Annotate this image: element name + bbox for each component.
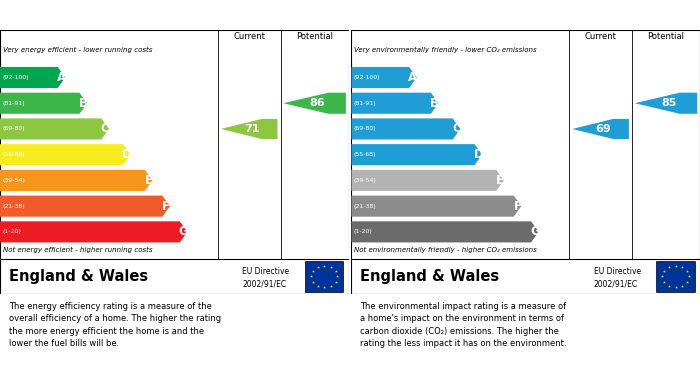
- Text: (55-68): (55-68): [354, 152, 377, 157]
- Polygon shape: [351, 170, 504, 191]
- Text: The energy efficiency rating is a measure of the
overall efficiency of a home. T: The energy efficiency rating is a measur…: [8, 302, 220, 348]
- Text: (92-100): (92-100): [2, 75, 29, 80]
- Text: EU Directive: EU Directive: [594, 267, 641, 276]
- Text: A: A: [408, 71, 417, 84]
- Text: G: G: [178, 225, 188, 239]
- Text: (39-54): (39-54): [354, 178, 377, 183]
- Text: (81-91): (81-91): [2, 101, 25, 106]
- Text: Potential: Potential: [648, 32, 685, 41]
- Text: Environmental Impact (CO₂) Rating: Environmental Impact (CO₂) Rating: [360, 9, 606, 22]
- Text: G: G: [530, 225, 540, 239]
- Text: (1-20): (1-20): [2, 230, 21, 234]
- Text: 69: 69: [595, 124, 611, 134]
- Text: Not environmentally friendly - higher CO₂ emissions: Not environmentally friendly - higher CO…: [354, 247, 537, 253]
- Text: B: B: [430, 97, 439, 110]
- Text: Current: Current: [233, 32, 265, 41]
- Text: (69-80): (69-80): [354, 126, 377, 131]
- Text: 86: 86: [309, 98, 325, 108]
- Polygon shape: [0, 118, 109, 140]
- Text: C: C: [101, 122, 109, 135]
- Text: F: F: [514, 200, 522, 213]
- Text: Very energy efficient - lower running costs: Very energy efficient - lower running co…: [3, 47, 152, 53]
- Text: F: F: [162, 200, 170, 213]
- Text: (1-20): (1-20): [354, 230, 372, 234]
- Text: D: D: [473, 148, 483, 161]
- Text: 2002/91/EC: 2002/91/EC: [594, 280, 638, 289]
- Polygon shape: [0, 170, 153, 191]
- Text: Not energy efficient - higher running costs: Not energy efficient - higher running co…: [3, 247, 153, 253]
- Polygon shape: [284, 93, 346, 114]
- Text: EU Directive: EU Directive: [242, 267, 289, 276]
- Text: (92-100): (92-100): [354, 75, 381, 80]
- Text: C: C: [452, 122, 461, 135]
- FancyBboxPatch shape: [657, 261, 695, 292]
- Polygon shape: [0, 144, 131, 165]
- Polygon shape: [221, 119, 277, 139]
- Text: (39-54): (39-54): [2, 178, 25, 183]
- FancyBboxPatch shape: [305, 261, 344, 292]
- Text: Current: Current: [584, 32, 617, 41]
- Polygon shape: [0, 221, 188, 242]
- Polygon shape: [0, 196, 170, 217]
- Polygon shape: [351, 118, 461, 140]
- Text: D: D: [122, 148, 132, 161]
- Polygon shape: [351, 196, 522, 217]
- Text: B: B: [79, 97, 88, 110]
- Polygon shape: [351, 144, 482, 165]
- Text: E: E: [145, 174, 153, 187]
- Text: England & Wales: England & Wales: [360, 269, 499, 284]
- Text: A: A: [57, 71, 66, 84]
- Text: 71: 71: [244, 124, 260, 134]
- Polygon shape: [573, 119, 629, 139]
- Text: (55-68): (55-68): [2, 152, 25, 157]
- Polygon shape: [351, 93, 438, 114]
- Text: (21-38): (21-38): [354, 204, 377, 209]
- Polygon shape: [635, 93, 697, 114]
- Text: (21-38): (21-38): [2, 204, 25, 209]
- Text: Energy Efficiency Rating: Energy Efficiency Rating: [8, 9, 181, 22]
- Text: 2002/91/EC: 2002/91/EC: [242, 280, 286, 289]
- Text: The environmental impact rating is a measure of
a home's impact on the environme: The environmental impact rating is a mea…: [360, 302, 566, 348]
- Text: (69-80): (69-80): [2, 126, 25, 131]
- Text: Very environmentally friendly - lower CO₂ emissions: Very environmentally friendly - lower CO…: [354, 47, 537, 53]
- Polygon shape: [351, 221, 539, 242]
- Text: 85: 85: [661, 98, 676, 108]
- Polygon shape: [0, 67, 65, 88]
- Text: (81-91): (81-91): [354, 101, 377, 106]
- Text: E: E: [496, 174, 504, 187]
- Polygon shape: [0, 93, 88, 114]
- Text: Potential: Potential: [296, 32, 333, 41]
- Polygon shape: [351, 67, 416, 88]
- Text: England & Wales: England & Wales: [8, 269, 148, 284]
